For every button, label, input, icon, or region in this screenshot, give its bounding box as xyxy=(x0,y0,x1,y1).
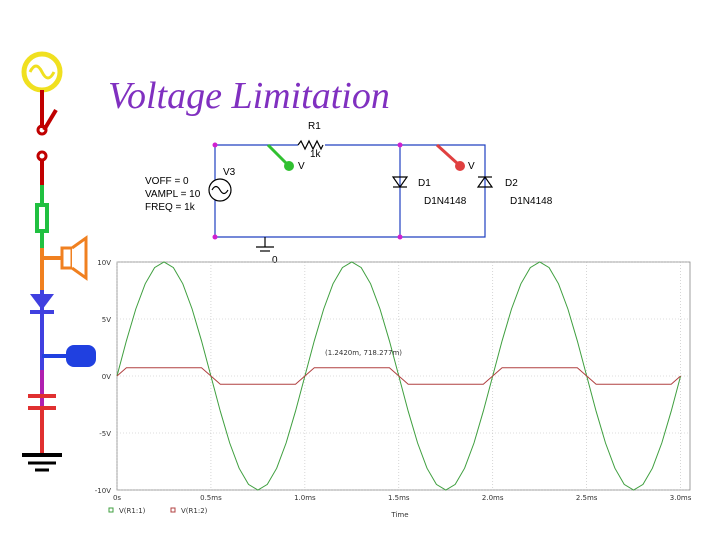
y-tick-label: 5V xyxy=(102,316,111,324)
legend-swatch xyxy=(108,507,114,513)
legend-label: V(R1:2) xyxy=(181,507,208,515)
x-tick-label: 1.0ms xyxy=(294,494,316,502)
x-tick-label: 2.0ms xyxy=(482,494,504,502)
diode-d1 xyxy=(391,176,409,189)
probe-line xyxy=(266,143,289,166)
y-tick-label: -5V xyxy=(99,430,111,438)
label: 0 xyxy=(272,255,278,266)
probe-label: V xyxy=(468,161,475,172)
battery-icon xyxy=(66,345,96,367)
x-tick-label: 3.0ms xyxy=(670,494,692,502)
legend-swatch xyxy=(170,507,176,513)
x-tick-label: 2.5ms xyxy=(576,494,598,502)
series-line xyxy=(116,367,681,385)
label: VAMPL = 10 xyxy=(145,189,201,200)
legend-label: V(R1:1) xyxy=(119,507,146,515)
label: D1 xyxy=(418,178,431,189)
resistor xyxy=(297,139,324,151)
probe-label: V xyxy=(298,161,305,172)
label: V3 xyxy=(223,167,236,178)
annotation: (1.2420m, 718.277m) xyxy=(325,349,402,357)
schematic: R1 1k V3 VOFF = 0 VAMPL = 10 FREQ = 1k D… xyxy=(145,121,553,266)
toolbar xyxy=(21,51,96,472)
probe xyxy=(455,161,465,171)
probe-line xyxy=(435,143,460,166)
slide-title: Voltage Limitation xyxy=(108,75,390,117)
label: FREQ = 1k xyxy=(145,202,196,213)
label: 1k xyxy=(310,149,322,160)
y-tick-label: -10V xyxy=(95,487,111,495)
x-tick-label: 0s xyxy=(113,494,121,502)
x-axis-label: Time xyxy=(390,511,408,519)
label: D1N4148 xyxy=(510,196,553,207)
label: D1N4148 xyxy=(424,196,467,207)
y-tick-label: 10V xyxy=(97,259,111,267)
x-tick-label: 0.5ms xyxy=(200,494,222,502)
label: D2 xyxy=(505,178,518,189)
probe xyxy=(284,161,294,171)
x-tick-label: 1.5ms xyxy=(388,494,410,502)
plot-frame xyxy=(116,261,691,491)
y-tick-label: 0V xyxy=(102,373,111,381)
label: R1 xyxy=(308,121,321,132)
label: VOFF = 0 xyxy=(145,176,189,187)
diode-d2 xyxy=(476,175,494,188)
